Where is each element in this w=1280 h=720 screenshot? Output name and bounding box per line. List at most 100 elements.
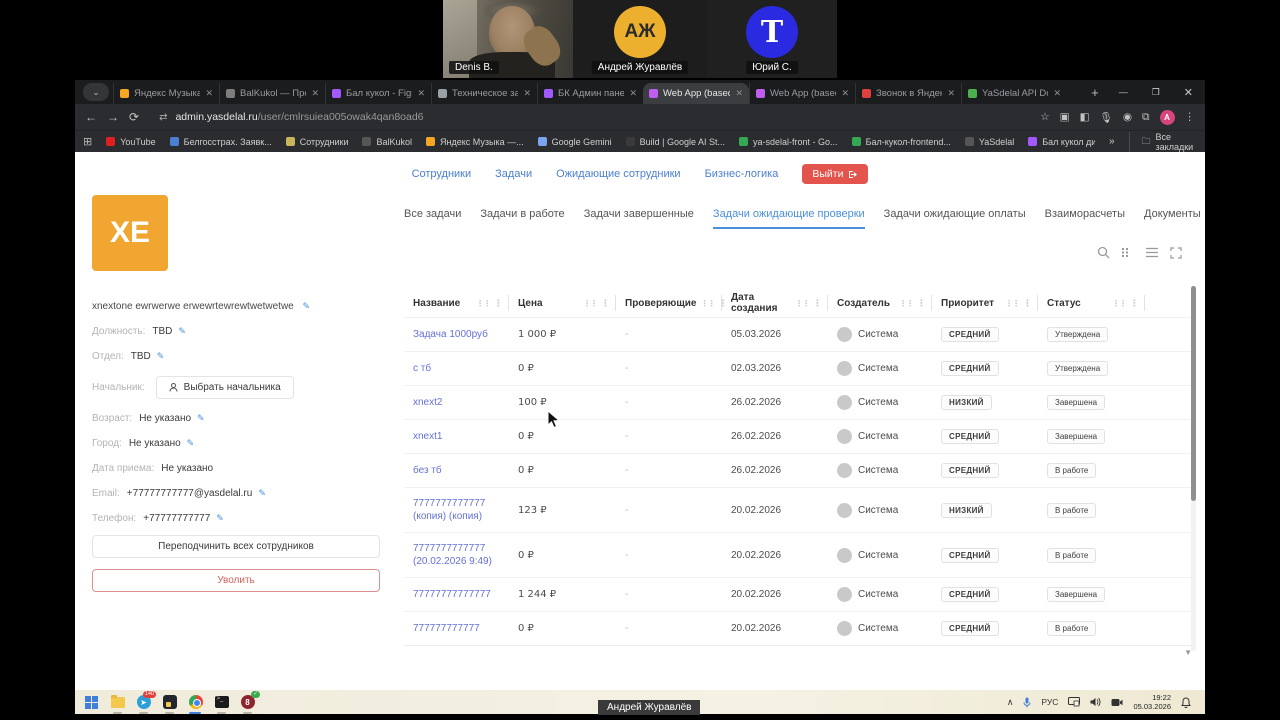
tab-close-icon[interactable]: ✕: [523, 88, 531, 98]
drag-handle-icon[interactable]: ⋮⋮: [899, 298, 914, 308]
language-indicator[interactable]: РУС: [1041, 697, 1059, 707]
bookmark-star-icon[interactable]: ☆: [1040, 111, 1050, 123]
bookmarks-overflow-icon[interactable]: »: [1108, 136, 1115, 147]
drag-handle-icon[interactable]: ⋮⋮: [476, 298, 491, 308]
column-menu-icon[interactable]: ⋮: [1130, 297, 1139, 308]
drag-handle-icon[interactable]: ⋮⋮: [1005, 298, 1020, 308]
search-icon[interactable]: [1097, 246, 1110, 259]
task-link[interactable]: 7777777777777: [413, 543, 486, 554]
nav-link[interactable]: Сотрудники: [411, 168, 472, 180]
task-tab[interactable]: Все задачи: [404, 208, 462, 220]
column-header[interactable]: Дата создания ⋮⋮ ⋮: [722, 292, 828, 314]
select-boss-button[interactable]: Выбрать начальника: [155, 376, 294, 399]
drag-handle-icon[interactable]: ⋮⋮: [795, 298, 810, 308]
tab-close-icon[interactable]: ✕: [629, 88, 637, 98]
browser-tab[interactable]: БК Админ панель (n ✕: [537, 83, 643, 104]
bookmark-item[interactable]: Бал-кукол-frontend...: [851, 137, 951, 147]
edit-icon[interactable]: ✎: [302, 301, 311, 311]
new-tab-button[interactable]: +: [1091, 85, 1099, 100]
column-menu-icon[interactable]: ⋮: [1023, 297, 1032, 308]
telegram-button[interactable]: ➤ 140: [135, 690, 156, 714]
tray-expand-icon[interactable]: ∧: [1006, 696, 1014, 707]
tab-close-icon[interactable]: ✕: [205, 88, 213, 98]
sidepanel-icon[interactable]: ◧: [1079, 111, 1090, 123]
table-row[interactable]: 7777777777777 (копия) (копия) 123 ₽ - 20.02.…: [404, 487, 1196, 532]
scroll-down-icon[interactable]: ▼: [1184, 648, 1192, 657]
bookmark-item[interactable]: Бал кукол дизайн: [1028, 137, 1095, 147]
task-link[interactable]: с тб: [413, 363, 432, 374]
tab-close-icon[interactable]: ✕: [417, 88, 425, 98]
task-link[interactable]: без тб: [413, 465, 442, 476]
bookmark-item[interactable]: BalKukol: [362, 137, 412, 147]
browser-tab[interactable]: Бал кукол - Figma ✕: [325, 83, 431, 104]
task-tab[interactable]: Задачи ожидающие оплаты: [883, 208, 1026, 220]
cast-icon[interactable]: [1068, 697, 1081, 707]
record-icon[interactable]: ◉: [1122, 111, 1132, 123]
browser-tab[interactable]: Звонок в Яндекс ✕: [855, 83, 961, 104]
nav-link[interactable]: Бизнес-логика: [704, 168, 779, 180]
maximize-button[interactable]: ❐: [1151, 86, 1160, 97]
task-link-line2[interactable]: (копия) (копия): [413, 511, 483, 522]
tab-close-icon[interactable]: ✕: [311, 88, 319, 98]
drag-handle-icon[interactable]: ⋮⋮: [1112, 298, 1127, 308]
task-link[interactable]: xnext2: [413, 397, 443, 408]
site-info-icon[interactable]: ⇄: [159, 111, 168, 123]
address-bar[interactable]: ⇄ admin.yasdelal.ru/user/cmlrsuiea005owa…: [149, 107, 1030, 127]
task-link-line2[interactable]: (20.02.2026 9:49): [413, 556, 492, 567]
column-header[interactable]: Название ⋮⋮ ⋮: [404, 295, 509, 311]
column-header[interactable]: Приоритет ⋮⋮ ⋮: [932, 295, 1038, 311]
profile-avatar[interactable]: A: [1159, 109, 1175, 125]
browser-tab[interactable]: BalKukol — Профиль ✕: [219, 83, 325, 104]
bookmark-item[interactable]: ya-sdelal-front - Go...: [739, 137, 838, 147]
fire-button[interactable]: Уволить: [92, 569, 380, 592]
column-header[interactable]: Проверяющие ⋮⋮ ⋮: [616, 295, 727, 311]
task-link[interactable]: Задача 1000руб: [413, 329, 488, 340]
column-header[interactable]: Статус ⋮⋮ ⋮: [1038, 295, 1145, 311]
task-tab[interactable]: Задачи в работе: [480, 208, 565, 220]
extensions-icon[interactable]: ⧉: [1142, 110, 1150, 123]
table-row[interactable]: xnext2 100 ₽ - 26.02.2026 Система НИЗКИЙ Завер…: [404, 385, 1196, 419]
bookmark-item[interactable]: YaSdelal: [964, 137, 1014, 147]
drag-handle-icon[interactable]: ⋮⋮: [700, 298, 715, 308]
tab-group-icon[interactable]: ▣: [1059, 111, 1070, 123]
tab-close-icon[interactable]: ✕: [1053, 88, 1061, 98]
tab-close-icon[interactable]: ✕: [947, 88, 955, 98]
table-row[interactable]: 77777777777777 1 244 ₽ - 20.02.2026 Система С…: [404, 577, 1196, 611]
edit-icon[interactable]: ✎: [156, 351, 165, 361]
scrollbar-thumb[interactable]: [1191, 286, 1196, 501]
edit-icon[interactable]: ✎: [178, 326, 186, 336]
menu-kebab-icon[interactable]: ⋮: [1184, 111, 1196, 123]
mic-icon[interactable]: [1023, 697, 1031, 708]
minimize-button[interactable]: —: [1118, 87, 1128, 97]
browser-tab[interactable]: Яндекс Музыка — с ✕: [113, 83, 219, 104]
columns-icon[interactable]: [1121, 247, 1134, 258]
column-header[interactable]: Создатель ⋮⋮ ⋮: [828, 295, 932, 311]
task-tab[interactable]: Задачи завершенные: [583, 208, 694, 220]
drag-handle-icon[interactable]: ⋮⋮: [583, 298, 598, 308]
density-icon[interactable]: [1145, 247, 1159, 258]
forward-icon[interactable]: →: [107, 110, 119, 124]
fullscreen-icon[interactable]: [1170, 246, 1182, 259]
column-menu-icon[interactable]: ⋮: [917, 297, 926, 308]
tab-close-icon[interactable]: ✕: [841, 88, 849, 98]
bookmark-item[interactable]: Build | Google AI St...: [625, 137, 725, 147]
bookmark-item[interactable]: Google Gemini: [537, 137, 612, 147]
tab-close-icon[interactable]: ✕: [735, 88, 743, 98]
bookmark-item[interactable]: Сотрудники: [285, 137, 348, 147]
tab-search-button[interactable]: ⌄: [83, 83, 109, 101]
messenger-button[interactable]: [161, 694, 178, 714]
table-row[interactable]: 7777777777777 (20.02.2026 9:49) 0 ₽ - 20.02.…: [404, 532, 1196, 577]
mic-toolbar-icon[interactable]: 🎙: [1099, 111, 1113, 124]
table-row[interactable]: xnext1 0 ₽ - 26.02.2026 Система СРЕДНИЙ Заверш…: [404, 419, 1196, 453]
task-tab[interactable]: Взаиморасчеты: [1044, 208, 1125, 220]
start-button[interactable]: [83, 694, 100, 711]
camera-icon[interactable]: [1111, 698, 1123, 707]
bookmark-item[interactable]: Яндекс Музыка —...: [426, 137, 524, 147]
logout-button[interactable]: Выйти: [802, 164, 869, 184]
browser-tab[interactable]: Web App (based on ✕: [643, 83, 749, 104]
bookmark-item[interactable]: YouTube: [106, 137, 156, 147]
table-row[interactable]: с тб 0 ₽ - 02.03.2026 Система СРЕДНИЙ Утвержде…: [404, 351, 1196, 385]
nav-link[interactable]: Задачи: [495, 168, 533, 180]
column-menu-icon[interactable]: ⋮: [494, 297, 503, 308]
task-link[interactable]: xnext1: [413, 431, 443, 442]
